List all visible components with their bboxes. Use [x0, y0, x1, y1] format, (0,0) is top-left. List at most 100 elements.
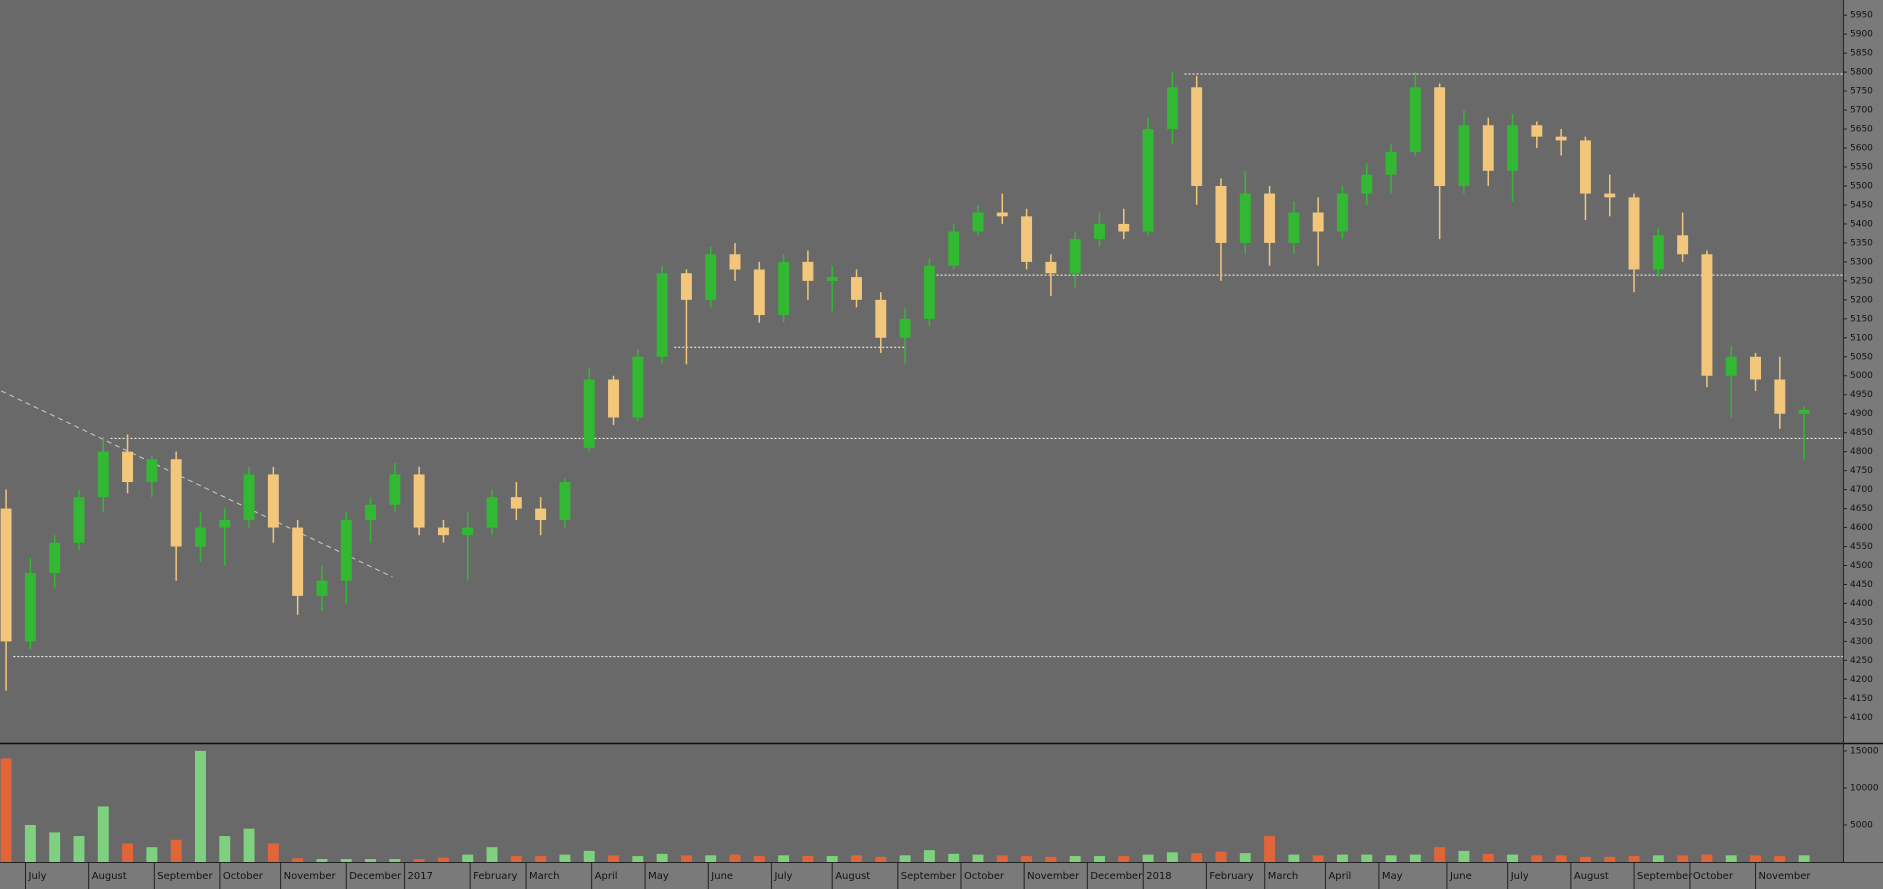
candle-body	[729, 254, 741, 270]
candle-body	[778, 261, 790, 316]
x-tick-label: August	[92, 871, 127, 882]
volume-bar	[267, 843, 279, 862]
y-tick-label: 4800	[1850, 447, 1873, 457]
candle-body	[1045, 261, 1057, 274]
candle-body	[656, 273, 668, 357]
candle-body	[1385, 151, 1397, 175]
volume-bar	[996, 855, 1008, 862]
candle-body	[1555, 136, 1567, 141]
volume-bar	[413, 859, 425, 862]
volume-bar	[1069, 856, 1081, 862]
candle-body	[923, 265, 935, 319]
x-tick-label: October	[223, 871, 264, 882]
price-panel	[0, 0, 1843, 742]
candle-body	[1774, 379, 1786, 414]
candle-body	[146, 459, 158, 483]
volume-bar	[1045, 856, 1057, 862]
candle-body	[122, 451, 134, 483]
volume-bar	[826, 856, 838, 862]
candle-body	[1458, 125, 1470, 186]
volume-bar	[1118, 856, 1130, 862]
volume-bar	[510, 856, 522, 862]
volume-bar	[802, 856, 814, 862]
volume-bar	[583, 850, 595, 862]
volume-bar	[219, 836, 231, 862]
volume-bar	[778, 855, 790, 862]
volume-bar	[1458, 850, 1470, 862]
volume-bar	[1215, 851, 1227, 862]
x-tick-label: 2017	[408, 871, 433, 882]
candle-body	[680, 273, 692, 300]
volume-bar	[49, 832, 61, 862]
x-tick-label: November	[284, 871, 337, 882]
y-tick-label: 5200	[1850, 295, 1873, 305]
volume-bar	[1361, 854, 1373, 862]
x-tick-label: July	[773, 871, 792, 882]
volume-bar	[73, 836, 85, 862]
volume-bar	[194, 750, 206, 862]
candle-body	[49, 542, 61, 574]
x-tick-label: November	[1759, 871, 1812, 882]
volume-bar	[340, 859, 352, 862]
y-tick-label: 5600	[1850, 144, 1873, 154]
x-tick-label: December	[1090, 871, 1143, 882]
y-tick-label: 4900	[1850, 409, 1873, 419]
candle-body	[1142, 129, 1154, 232]
volume-tick-label: 10000	[1850, 783, 1879, 793]
candle-body	[1701, 254, 1713, 376]
volume-bar	[170, 839, 182, 862]
y-tick-label: 4200	[1850, 675, 1873, 685]
candle-body	[1677, 235, 1689, 255]
y-tick-label: 4500	[1850, 561, 1873, 571]
candle-body	[1434, 87, 1446, 186]
candle-body	[1312, 212, 1324, 232]
candle-body	[948, 231, 960, 266]
candle-body	[219, 519, 231, 528]
candle-body	[389, 474, 401, 505]
candle-body	[875, 299, 887, 338]
y-tick-label: 4650	[1850, 504, 1873, 514]
x-tick-label: March	[529, 871, 559, 882]
candle-body	[0, 508, 12, 642]
volume-bar	[899, 855, 911, 862]
volume-bar	[1264, 836, 1276, 862]
x-tick-label: March	[1268, 871, 1298, 882]
volume-bar	[122, 843, 134, 862]
x-tick-label: May	[1382, 871, 1403, 882]
candle-body	[1798, 409, 1810, 414]
y-tick-label: 5550	[1850, 162, 1873, 172]
x-tick-label: 2018	[1146, 871, 1171, 882]
y-tick-label: 4950	[1850, 390, 1873, 400]
candle-body	[243, 474, 255, 520]
y-tick-label: 5700	[1850, 106, 1873, 116]
volume-bar	[705, 855, 717, 862]
candle-body	[1361, 174, 1373, 194]
volume-bar	[608, 855, 619, 862]
y-tick-label: 5750	[1850, 87, 1873, 97]
volume-bar	[1507, 854, 1519, 862]
y-tick-label: 5050	[1850, 352, 1873, 362]
candle-body	[1021, 216, 1033, 262]
volume-bar	[1774, 856, 1786, 862]
volume-bar	[632, 856, 644, 862]
candle-body	[996, 212, 1008, 217]
candle-body	[1215, 185, 1227, 243]
candle-body	[413, 474, 425, 528]
candle-body	[1579, 140, 1591, 194]
price-axis	[1843, 0, 1883, 862]
y-tick-label: 5400	[1850, 219, 1873, 229]
candle-body	[97, 451, 109, 498]
candle-body	[1750, 356, 1761, 380]
candle-body	[1264, 193, 1276, 243]
volume-bar	[1336, 854, 1348, 862]
volume-bar	[486, 847, 498, 862]
y-tick-label: 4150	[1850, 694, 1873, 704]
volume-bar	[1604, 856, 1616, 862]
candle-body	[1288, 212, 1300, 243]
volume-bar	[875, 856, 887, 862]
volume-bar	[243, 828, 255, 862]
x-tick-label: September	[1637, 871, 1693, 882]
volume-bar	[680, 855, 692, 862]
volume-bar	[1312, 855, 1324, 862]
candle-body	[632, 356, 644, 418]
